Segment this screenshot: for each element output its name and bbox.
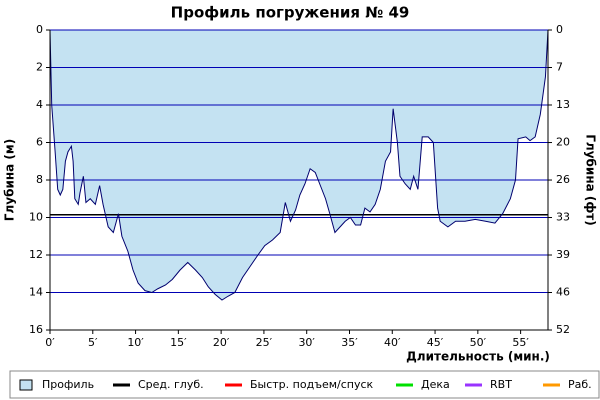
x-axis-label: Длительность (мин.) bbox=[406, 350, 550, 364]
legend-label: Раб. bbox=[568, 378, 592, 391]
y2-tick-label: 52 bbox=[556, 323, 570, 336]
y-tick-label: 6 bbox=[36, 136, 43, 149]
y2-tick-label: 39 bbox=[556, 248, 570, 261]
legend-label: Профиль bbox=[42, 378, 94, 391]
legend-label: Дека bbox=[421, 378, 450, 391]
y2-tick-label: 46 bbox=[556, 286, 570, 299]
profile-line bbox=[49, 29, 549, 301]
legend-box bbox=[9, 370, 600, 399]
legend-label: Быстр. подъем/спуск bbox=[250, 378, 374, 391]
y2-tick-label: 33 bbox=[556, 211, 570, 224]
x-tick-label: 55′ bbox=[512, 336, 529, 349]
y2-axis-label: Глубина (фт) bbox=[584, 134, 598, 225]
y-tick-label: 0 bbox=[36, 23, 43, 36]
x-tick-label: 30′ bbox=[298, 336, 315, 349]
y2-tick-label: 13 bbox=[556, 98, 570, 111]
y2-tick-label: 26 bbox=[556, 173, 570, 186]
y-tick-label: 14 bbox=[29, 286, 43, 299]
x-tick-label: 50′ bbox=[470, 336, 487, 349]
x-tick-label: 15′ bbox=[170, 336, 187, 349]
x-tick-label: 45′ bbox=[427, 336, 444, 349]
legend-label: Сред. глуб. bbox=[138, 378, 204, 391]
x-tick-label: 20′ bbox=[213, 336, 230, 349]
y-tick-label: 16 bbox=[29, 323, 43, 336]
y-axis-label: Глубина (м) bbox=[3, 139, 17, 221]
y-tick-label: 12 bbox=[29, 248, 43, 261]
legend-label: RBT bbox=[490, 378, 512, 391]
y-tick-label: 10 bbox=[29, 211, 43, 224]
x-tick-label: 40′ bbox=[384, 336, 401, 349]
y2-tick-label: 7 bbox=[556, 60, 563, 73]
y-tick-label: 2 bbox=[36, 61, 43, 74]
y2-tick-label: 0 bbox=[556, 23, 563, 36]
legend-swatch bbox=[19, 379, 33, 391]
x-tick-label: 5′ bbox=[88, 336, 98, 349]
y-tick-label: 8 bbox=[36, 173, 43, 186]
y2-tick-label: 20 bbox=[556, 136, 570, 149]
x-tick-label: 10′ bbox=[127, 336, 144, 349]
y-tick-label: 4 bbox=[36, 98, 43, 111]
x-tick-label: 35′ bbox=[341, 336, 358, 349]
x-tick-label: 0′ bbox=[45, 336, 55, 349]
chart-title: Профиль погружения № 49 bbox=[171, 4, 410, 22]
profile-area bbox=[50, 30, 548, 300]
x-tick-label: 25′ bbox=[256, 336, 273, 349]
